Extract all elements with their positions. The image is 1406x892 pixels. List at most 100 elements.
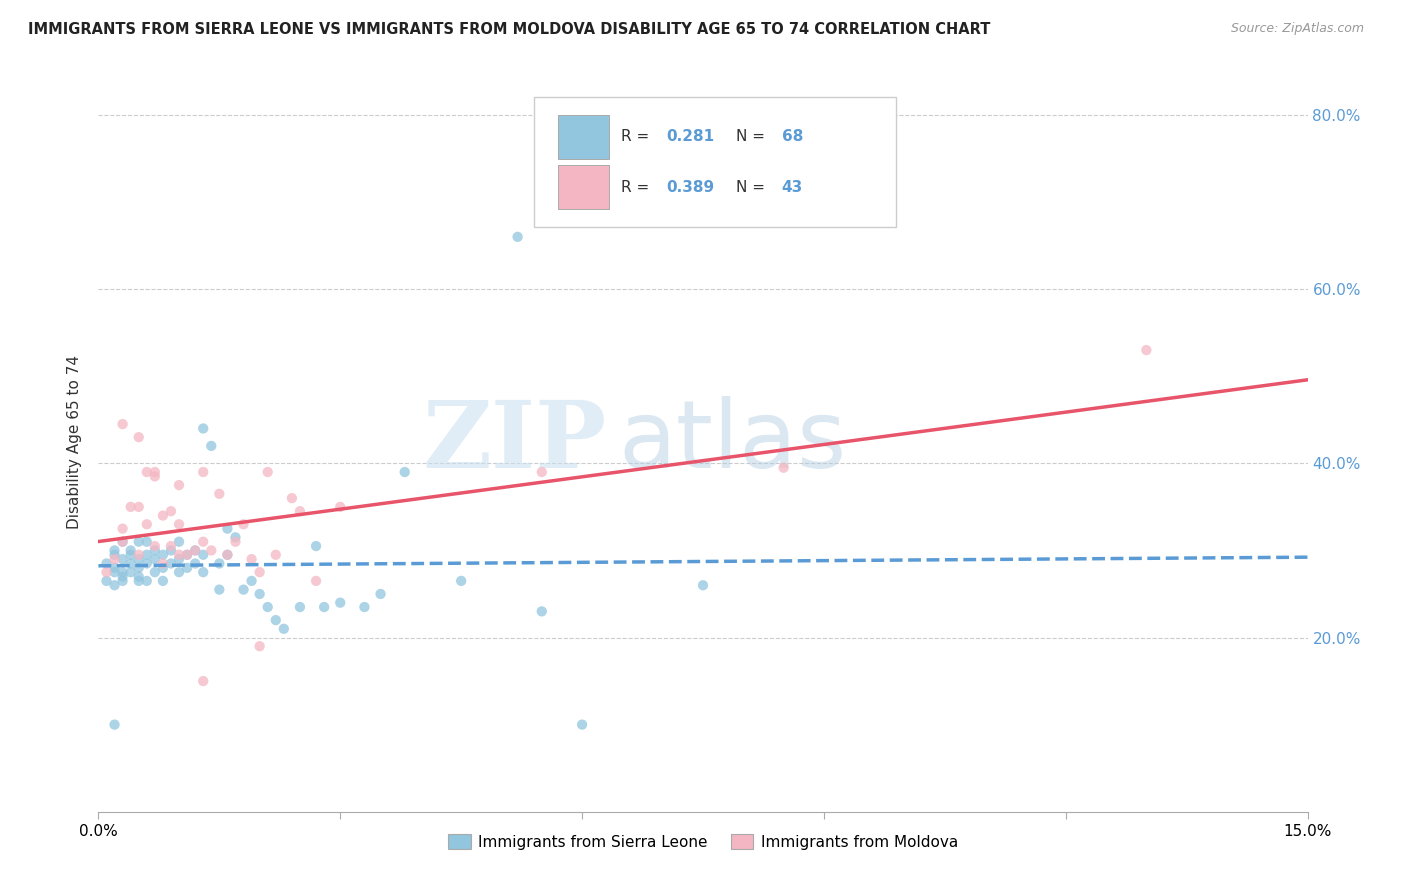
Point <box>152 508 174 523</box>
Point <box>160 539 183 553</box>
Point <box>176 548 198 562</box>
Point <box>394 465 416 479</box>
Point <box>772 460 794 475</box>
FancyBboxPatch shape <box>558 165 609 209</box>
Point <box>217 548 239 562</box>
Point <box>135 517 157 532</box>
Point <box>143 552 166 566</box>
Point <box>530 465 553 479</box>
Point <box>353 600 375 615</box>
Point <box>103 552 125 566</box>
FancyBboxPatch shape <box>534 97 897 227</box>
Point <box>240 552 263 566</box>
Text: N =: N = <box>735 129 769 145</box>
Point <box>103 543 125 558</box>
Point <box>152 557 174 571</box>
Point <box>128 569 150 583</box>
Point <box>167 548 190 562</box>
Point <box>120 500 142 514</box>
Point <box>167 565 190 579</box>
Point <box>103 561 125 575</box>
Point <box>288 504 311 518</box>
Text: R =: R = <box>621 180 654 194</box>
Point <box>143 465 166 479</box>
Point <box>281 491 304 505</box>
Point <box>193 534 215 549</box>
Point <box>256 465 278 479</box>
Point <box>184 543 207 558</box>
Point <box>96 565 118 579</box>
Point <box>176 548 198 562</box>
Point <box>193 548 215 562</box>
Point <box>329 500 352 514</box>
Point <box>208 487 231 501</box>
Point <box>120 557 142 571</box>
Point <box>506 230 529 244</box>
Point <box>111 534 134 549</box>
Point <box>120 548 142 562</box>
Point <box>111 417 134 431</box>
Point <box>120 543 142 558</box>
Point <box>208 582 231 597</box>
Point <box>152 561 174 575</box>
Text: 68: 68 <box>782 129 803 145</box>
Point <box>193 565 215 579</box>
FancyBboxPatch shape <box>558 115 609 159</box>
Point <box>224 534 246 549</box>
Point <box>135 574 157 588</box>
Point <box>240 574 263 588</box>
Point <box>249 565 271 579</box>
Point <box>128 500 150 514</box>
Point <box>167 517 190 532</box>
Point <box>370 587 392 601</box>
Point <box>232 517 254 532</box>
Text: 0.389: 0.389 <box>666 180 714 194</box>
Point <box>160 543 183 558</box>
Point <box>120 565 142 579</box>
Point <box>152 548 174 562</box>
Point <box>111 574 134 588</box>
Point <box>111 565 134 579</box>
Point <box>103 548 125 562</box>
Point <box>200 543 222 558</box>
Point <box>111 552 134 566</box>
Point <box>256 600 278 615</box>
Point <box>143 565 166 579</box>
Point <box>530 604 553 618</box>
Point <box>193 674 215 689</box>
Point <box>571 717 593 731</box>
Point <box>103 578 125 592</box>
Point <box>128 561 150 575</box>
Point <box>135 534 157 549</box>
Point <box>193 421 215 435</box>
Point <box>208 557 231 571</box>
Point <box>305 574 328 588</box>
Point <box>305 539 328 553</box>
Point <box>96 557 118 571</box>
Point <box>152 574 174 588</box>
Point <box>273 622 295 636</box>
Point <box>128 552 150 566</box>
Point <box>143 543 166 558</box>
Point <box>184 543 207 558</box>
Point <box>1135 343 1157 357</box>
Point <box>232 582 254 597</box>
Point <box>96 574 118 588</box>
Point <box>111 522 134 536</box>
Point <box>143 539 166 553</box>
Point <box>167 534 190 549</box>
Point <box>160 557 183 571</box>
Text: IMMIGRANTS FROM SIERRA LEONE VS IMMIGRANTS FROM MOLDOVA DISABILITY AGE 65 TO 74 : IMMIGRANTS FROM SIERRA LEONE VS IMMIGRAN… <box>28 22 990 37</box>
Point <box>314 600 336 615</box>
Point <box>176 561 198 575</box>
Point <box>128 548 150 562</box>
Point <box>249 587 271 601</box>
Text: R =: R = <box>621 129 654 145</box>
Point <box>450 574 472 588</box>
Point <box>167 478 190 492</box>
Point <box>143 469 166 483</box>
Point <box>329 596 352 610</box>
Point <box>135 557 157 571</box>
Point <box>103 565 125 579</box>
Point <box>128 534 150 549</box>
